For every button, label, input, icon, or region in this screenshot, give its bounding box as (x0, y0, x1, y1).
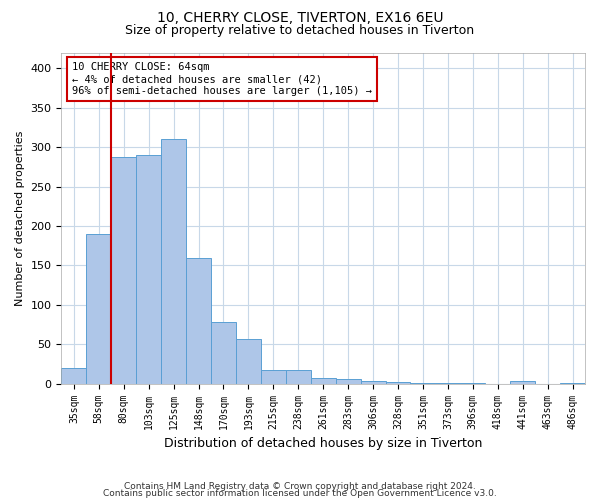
Bar (136, 155, 161, 384)
X-axis label: Distribution of detached houses by size in Tiverton: Distribution of detached houses by size … (164, 437, 482, 450)
Bar (286, 370, 311, 384)
Text: 10, CHERRY CLOSE, TIVERTON, EX16 6EU: 10, CHERRY CLOSE, TIVERTON, EX16 6EU (157, 11, 443, 25)
Bar (335, 379, 361, 384)
Bar (111, 156, 136, 384)
Bar (460, 383, 485, 384)
Bar (236, 338, 261, 384)
Bar (560, 383, 585, 384)
Text: 10 CHERRY CLOSE: 64sqm
← 4% of detached houses are smaller (42)
96% of semi-deta: 10 CHERRY CLOSE: 64sqm ← 4% of detached … (72, 62, 372, 96)
Bar (311, 378, 335, 384)
Bar (186, 258, 211, 384)
Bar (61, 368, 86, 384)
Bar (436, 383, 460, 384)
Y-axis label: Number of detached properties: Number of detached properties (15, 130, 25, 306)
Bar (211, 322, 236, 384)
Bar (161, 139, 186, 384)
Text: Contains HM Land Registry data © Crown copyright and database right 2024.: Contains HM Land Registry data © Crown c… (124, 482, 476, 491)
Bar (386, 382, 410, 384)
Bar (361, 380, 386, 384)
Bar (261, 370, 286, 384)
Bar (510, 380, 535, 384)
Text: Size of property relative to detached houses in Tiverton: Size of property relative to detached ho… (125, 24, 475, 37)
Bar (86, 234, 111, 384)
Bar (410, 383, 436, 384)
Text: Contains public sector information licensed under the Open Government Licence v3: Contains public sector information licen… (103, 490, 497, 498)
